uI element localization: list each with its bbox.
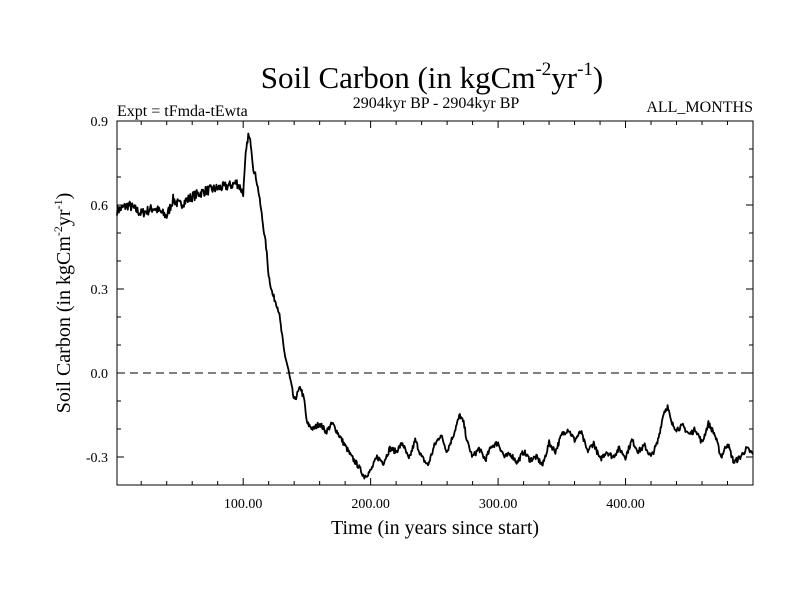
y-axis-label-sup2: -1 — [51, 199, 65, 209]
y-axis-label: Soil Carbon (in kgCm-2yr-1) — [51, 193, 75, 414]
y-axis-ticks: -0.3 0.0 0.3 0.6 0.9 — [86, 115, 753, 486]
chart-title-end: ) — [593, 60, 603, 95]
subtitle-right: ALL_MONTHS — [646, 99, 753, 116]
plot-frame — [116, 120, 754, 486]
x-tick-label-2: 300.00 — [479, 497, 518, 512]
y-tick-label-3: 0.6 — [91, 199, 109, 214]
soil-carbon-series-line — [116, 132, 754, 480]
y-tick-label-2: 0.3 — [91, 283, 109, 298]
x-tick-label-1: 200.00 — [351, 497, 390, 512]
y-axis-label-end: ) — [53, 193, 75, 200]
y-axis-label-mid: yr — [53, 209, 75, 226]
y-tick-label-4: 0.9 — [91, 115, 109, 130]
x-axis-label: Time (in years since start) — [331, 517, 539, 539]
y-tick-label-1: 0.0 — [91, 367, 109, 382]
x-tick-label-0: 100.00 — [224, 497, 263, 512]
chart-title-sup2: -1 — [577, 59, 593, 80]
subtitle-left: Expt = tFmda-tEwta — [117, 103, 248, 120]
chart-title: Soil Carbon (in kgCm-2yr-1) — [261, 59, 604, 95]
y-axis-label-sup1: -2 — [51, 226, 65, 236]
chart-title-main: Soil Carbon (in kgCm — [261, 60, 536, 95]
subtitle-center: 2904kyr BP - 2904kyr BP — [353, 95, 520, 112]
y-axis-label-main: Soil Carbon (in kgCm — [53, 236, 75, 414]
x-tick-label-3: 400.00 — [606, 497, 645, 512]
y-tick-label-0: -0.3 — [86, 451, 108, 466]
x-axis-ticks: 100.00 200.00 300.00 400.00 — [140, 121, 729, 512]
chart-title-sup1: -2 — [535, 59, 551, 80]
chart-title-mid: yr — [551, 60, 578, 95]
